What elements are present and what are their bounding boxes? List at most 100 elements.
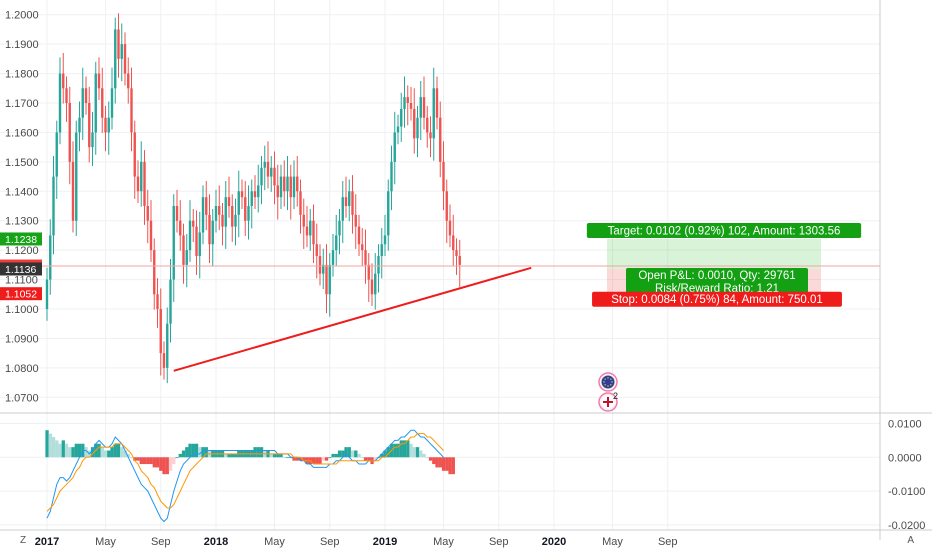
candle-body <box>201 197 205 233</box>
macd-histogram-bar <box>45 430 49 458</box>
trendline[interactable] <box>173 266 532 372</box>
candle-body <box>136 176 140 192</box>
candle-body <box>231 206 234 227</box>
macd-histogram-bar <box>139 457 143 465</box>
candle-body <box>361 244 364 251</box>
macd-histogram-bar <box>155 457 160 468</box>
macd-histogram-bar <box>77 443 82 458</box>
candle-body <box>123 44 127 74</box>
macd-histogram-bar <box>68 447 72 458</box>
price-tick-label: 1.1300 <box>5 216 39 228</box>
macd-histogram-bar <box>259 447 264 458</box>
macd-histogram-bar <box>198 447 202 458</box>
candle-body <box>107 117 110 133</box>
candle-body <box>312 220 315 245</box>
macd-histogram-bar <box>55 440 59 458</box>
macd-histogram-bar <box>399 440 403 458</box>
macd-histogram-bar <box>113 443 117 458</box>
macd-histogram-bar <box>123 450 127 458</box>
macd-histogram-bar <box>175 457 179 459</box>
macd-histogram-bar <box>321 457 325 461</box>
eu-flag-star <box>610 384 612 386</box>
eu-flag-star <box>607 385 609 387</box>
price-axis[interactable]: 1.2000 1.1900 1.1800 1.1700 1.1600 1.1500 1.14… <box>5 10 925 532</box>
stop-label: Stop: 0.0084 (0.75%) 84, Amount: 750.01 <box>592 291 842 307</box>
price-badge: 1.1238 <box>0 232 42 246</box>
macd-histogram-bar <box>74 443 78 458</box>
macd-histogram-bar <box>181 450 186 458</box>
candle-body <box>68 103 71 162</box>
auto-scale-button[interactable]: A <box>907 535 914 546</box>
candle-body <box>65 88 68 103</box>
macd-histogram-bar <box>295 457 299 461</box>
candle-body <box>244 197 247 221</box>
candle-body <box>325 264 328 295</box>
candle-body <box>101 88 104 118</box>
macd-histogram-bar <box>396 443 400 458</box>
price-badge-bg <box>0 232 42 246</box>
macd-histogram-bar <box>146 457 150 465</box>
zoom-button[interactable]: Z <box>20 535 27 546</box>
candle-body <box>130 88 133 133</box>
eu-flag-star <box>610 378 612 380</box>
macd-tick-label: -0.0100 <box>888 486 925 498</box>
macd-histogram-bar <box>419 450 423 458</box>
candle-body <box>146 206 149 221</box>
candle-body <box>182 235 185 265</box>
time-tick-label: 2019 <box>373 536 397 548</box>
macd-histogram-bar <box>90 447 95 458</box>
macd-histogram-bar <box>129 457 134 459</box>
candle-body <box>49 235 52 280</box>
support-trendline <box>173 266 532 372</box>
candle-body <box>205 197 208 215</box>
eu-flag-star <box>604 384 606 386</box>
macd-histogram-bar <box>152 457 156 468</box>
candle-body <box>380 244 383 257</box>
macd-histogram-bar <box>367 457 371 461</box>
candle-body <box>169 279 172 324</box>
candle-body <box>227 197 231 206</box>
macd-histogram-bar <box>204 447 208 458</box>
macd-histogram-bar <box>136 457 140 461</box>
candle-body <box>351 191 354 215</box>
candle-body <box>409 103 413 109</box>
macd-histogram-bar <box>341 450 345 458</box>
macd-histogram-bar <box>272 453 277 458</box>
event-markers[interactable]: 2 <box>598 372 618 412</box>
time-axis[interactable]: 2017 May Sep 2018 May Sep 2019 May Sep 2020 May Sep <box>35 536 678 548</box>
candle-body <box>159 309 162 354</box>
candle-body <box>315 244 318 257</box>
candle-body <box>179 220 182 236</box>
candle-body <box>322 264 325 274</box>
macd-histogram-bar <box>315 457 319 465</box>
macd-histogram-bar <box>328 457 332 459</box>
macd-histogram-bar <box>357 453 361 458</box>
candle-body <box>192 220 195 227</box>
candle-body <box>279 176 283 198</box>
price-tick-label: 1.1100 <box>5 275 38 287</box>
macd-histogram-bar <box>344 447 348 458</box>
candle-body <box>335 235 338 251</box>
candle-body <box>188 220 192 251</box>
signal-line <box>46 433 444 512</box>
candle-body <box>276 185 279 198</box>
candle-body <box>247 206 250 221</box>
candle-body <box>114 29 117 89</box>
time-tick-label: 2020 <box>542 536 566 548</box>
price-badge-text: 1.1136 <box>5 264 36 276</box>
candle-body <box>426 117 429 133</box>
candle-body <box>435 88 439 118</box>
price-tick-label: 1.1500 <box>5 157 39 169</box>
macd-tick-label: -0.0200 <box>888 520 925 532</box>
candle-body <box>413 108 416 139</box>
candle-body <box>162 353 166 368</box>
macd-histogram-bar <box>302 457 306 461</box>
price-badge-bg <box>0 287 42 301</box>
position-tool[interactable]: Target: 0.0102 (0.92%) 102, Amount: 1303… <box>0 222 880 307</box>
time-tick-label: Sep <box>658 536 678 548</box>
macd-histogram-bar <box>324 457 329 461</box>
uk-flag-icon <box>598 392 618 412</box>
macd-histogram-bar <box>406 440 410 458</box>
candle-body <box>338 220 341 236</box>
